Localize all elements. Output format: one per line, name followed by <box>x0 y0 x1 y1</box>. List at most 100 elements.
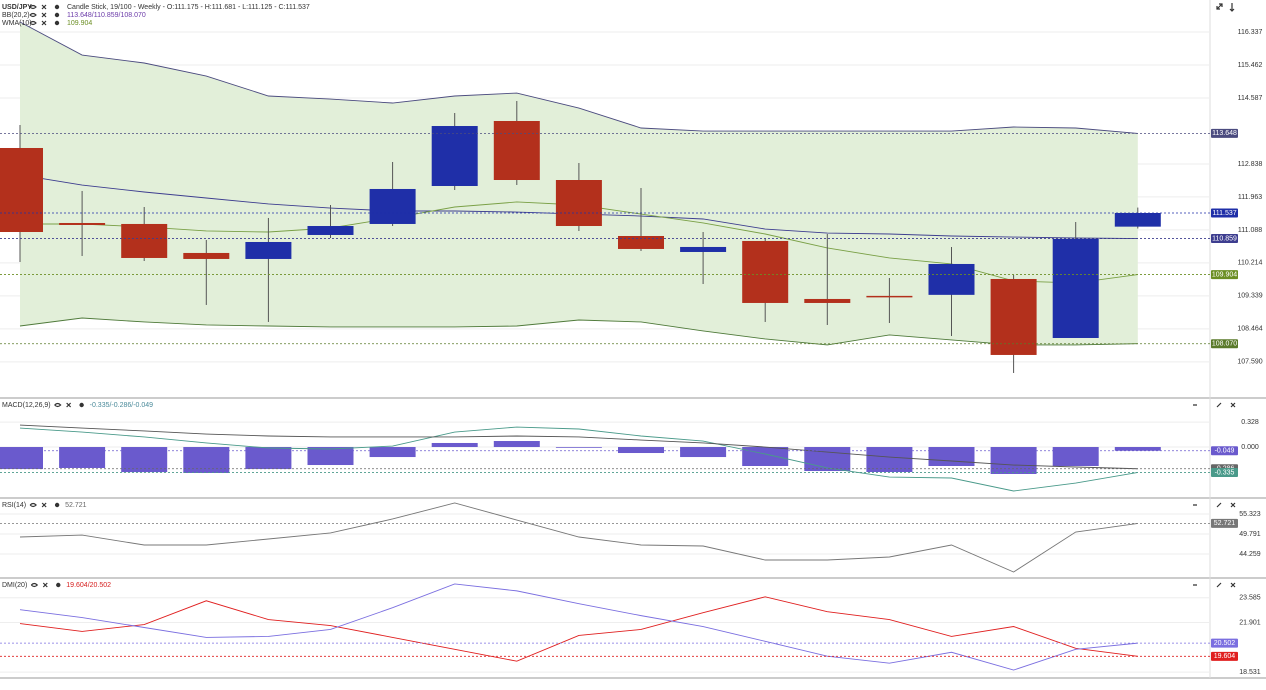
move-icon[interactable] <box>1229 3 1235 12</box>
histogram-bar <box>1114 447 1161 451</box>
series-line <box>19 424 1138 470</box>
y-tick-label: 114.587 <box>1238 95 1263 102</box>
histogram-bar <box>990 447 1037 474</box>
y-tick-label: 110.214 <box>1238 260 1263 267</box>
y-tick-label: 111.088 <box>1238 227 1262 234</box>
marker-label: 108.070 <box>1212 341 1237 348</box>
visibility-icon[interactable] <box>29 20 37 26</box>
remove-icon[interactable] <box>42 582 48 588</box>
candle-body <box>990 278 1037 355</box>
visibility-icon[interactable] <box>30 582 39 588</box>
candle-body <box>431 126 478 187</box>
remove-icon[interactable] <box>66 402 72 408</box>
panel-value: 52.721 <box>65 502 87 509</box>
marker-label: 110.859 <box>1212 235 1237 242</box>
histogram-bar <box>431 442 478 448</box>
series-line <box>19 583 1138 671</box>
candle-body <box>59 222 106 225</box>
settings-icon[interactable] <box>79 402 84 408</box>
marker-label: -0.049 <box>1215 448 1235 455</box>
maximize-icon[interactable] <box>1216 3 1223 10</box>
marker-label: 111.537 <box>1212 210 1236 217</box>
y-tick-label: 112.838 <box>1238 161 1263 168</box>
marker-box <box>1211 446 1238 456</box>
histogram-bar <box>618 447 664 454</box>
y-tick-label: 0.000 <box>1241 444 1259 451</box>
y-tick-label: 21.901 <box>1239 619 1261 626</box>
series-line <box>19 502 1138 573</box>
candle-body <box>742 240 789 303</box>
settings-icon[interactable] <box>54 20 60 26</box>
y-tick-label: 0.328 <box>1241 419 1259 426</box>
marker-box <box>1211 234 1238 244</box>
candle-body <box>618 235 664 249</box>
settings-icon[interactable] <box>56 582 61 588</box>
settings-icon[interactable] <box>54 502 60 508</box>
candle-body <box>307 226 354 235</box>
visibility-icon[interactable] <box>29 4 37 10</box>
marker-box <box>1211 638 1238 648</box>
marker-box <box>1211 339 1238 349</box>
panel-toolbar[interactable] <box>1193 582 1236 588</box>
y-tick-label: 116.337 <box>1238 29 1263 36</box>
y-tick-label: 111.963 <box>1238 194 1262 201</box>
remove-icon[interactable] <box>41 4 47 10</box>
histogram-bar <box>369 447 416 458</box>
marker-box <box>1211 208 1238 218</box>
marker-box <box>1211 270 1238 280</box>
candle-body <box>183 252 230 259</box>
y-tick-label: 108.464 <box>1237 326 1262 333</box>
main-toolbar[interactable] <box>1216 3 1235 12</box>
y-tick-label: 109.339 <box>1237 293 1262 300</box>
marker-label: -0.335 <box>1215 469 1235 476</box>
histogram-bar <box>245 447 292 470</box>
settings-icon[interactable] <box>54 4 60 10</box>
visibility-icon[interactable] <box>29 502 37 508</box>
candle-body <box>369 188 416 224</box>
histogram-bar <box>493 441 540 448</box>
panel-title: MACD(12,26,9) <box>2 402 51 409</box>
remove-icon[interactable] <box>41 12 47 18</box>
y-tick-label: 18.531 <box>1239 669 1261 676</box>
panel-toolbar[interactable] <box>1193 502 1236 508</box>
y-tick-label: 115.462 <box>1238 62 1263 69</box>
y-tick-label: 23.585 <box>1239 595 1261 602</box>
remove-icon[interactable] <box>41 502 47 508</box>
candle-body <box>680 246 727 252</box>
histogram-bar <box>742 447 789 467</box>
candle-body <box>804 298 851 303</box>
histogram-bar <box>680 447 727 458</box>
y-tick-label: 55.323 <box>1239 511 1261 518</box>
candle-body <box>0 147 43 233</box>
candle-body <box>493 120 540 181</box>
histogram-bar <box>928 447 975 467</box>
marker-label: 109.904 <box>1212 271 1237 278</box>
marker-label: 20.502 <box>1214 640 1236 647</box>
chart-subtitle: Candle Stick, 19/100 - Weekly - O:111.17… <box>67 4 310 11</box>
candle-body <box>866 295 913 298</box>
candle-body <box>1052 238 1099 338</box>
series-line <box>19 317 1138 346</box>
candle-body <box>1114 212 1161 227</box>
series-line <box>19 596 1138 662</box>
marker-label: 113.648 <box>1212 130 1237 137</box>
visibility-icon[interactable] <box>29 12 37 18</box>
indicator-value: 113.648/110.859/108.070 <box>67 12 146 19</box>
visibility-icon[interactable] <box>54 402 62 408</box>
settings-icon[interactable] <box>54 12 60 18</box>
panel-title: DMI(20) <box>2 582 27 589</box>
panel-value: 19.604/20.502 <box>66 582 111 589</box>
panel-value: -0.335/-0.286/-0.049 <box>90 402 154 409</box>
remove-icon[interactable] <box>41 20 47 26</box>
histogram-bar <box>121 447 168 473</box>
histogram-bar <box>307 447 354 466</box>
symbol-title: USD/JPY <box>2 4 32 11</box>
marker-box <box>1211 518 1238 528</box>
candle-body <box>555 180 602 227</box>
indicator-value: 109.904 <box>67 20 92 27</box>
marker-box <box>1211 467 1238 477</box>
candle-body <box>928 263 975 295</box>
histogram-bar <box>1052 447 1099 467</box>
panel-toolbar[interactable] <box>1193 402 1236 408</box>
